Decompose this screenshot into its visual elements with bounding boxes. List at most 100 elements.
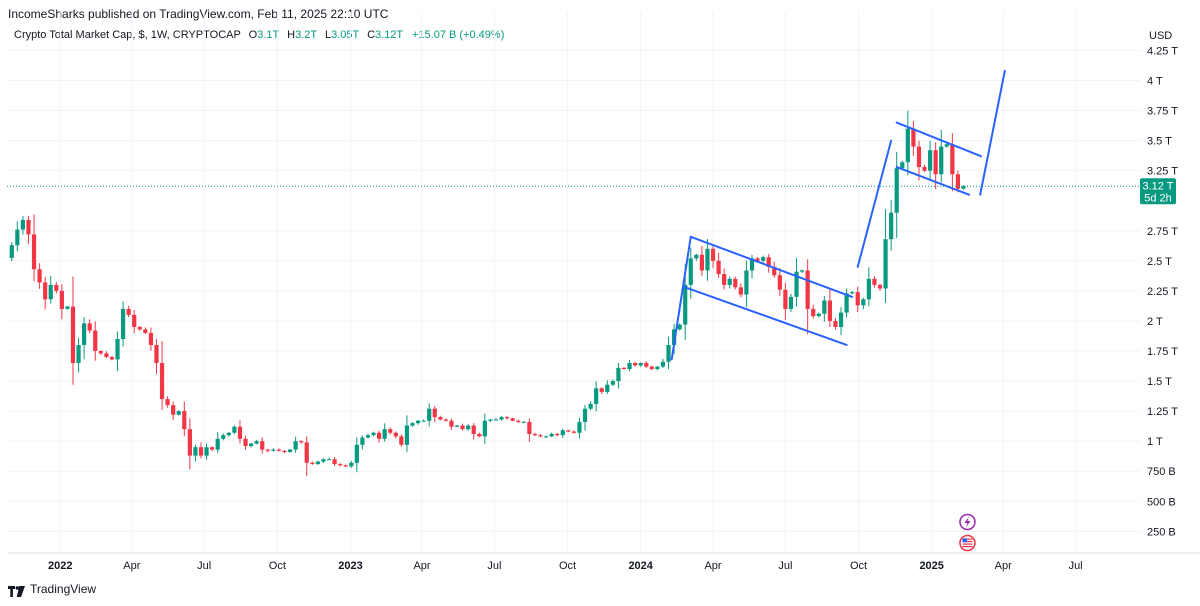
candle-body bbox=[276, 449, 282, 451]
price-tick-label: 3.5 T bbox=[1147, 136, 1172, 148]
candle-body bbox=[688, 258, 693, 285]
lightning-icon[interactable] bbox=[959, 513, 976, 531]
price-tick-label: 3.25 T bbox=[1147, 166, 1178, 178]
candle-body bbox=[37, 269, 42, 283]
last-price-marker: 3.12 T5d 2h bbox=[7, 178, 1176, 205]
candle-body bbox=[466, 425, 471, 430]
candle-body bbox=[916, 146, 922, 168]
candle-body bbox=[493, 419, 499, 421]
candle-body bbox=[671, 329, 677, 345]
candle-body bbox=[449, 420, 454, 427]
candle-body bbox=[159, 363, 165, 400]
candle-body bbox=[677, 324, 682, 330]
candle-body bbox=[833, 320, 838, 327]
candle-body bbox=[571, 431, 576, 433]
chart-grid bbox=[7, 12, 1200, 554]
candle-body bbox=[621, 367, 627, 370]
us-flag-icon[interactable] bbox=[959, 534, 976, 552]
candle-body bbox=[939, 146, 944, 175]
candle-body bbox=[633, 363, 638, 366]
trend-line bbox=[670, 235, 692, 361]
candle-body bbox=[749, 258, 755, 271]
open-label: O bbox=[248, 29, 258, 41]
candle-body bbox=[282, 450, 287, 453]
candle-body bbox=[716, 260, 721, 275]
candle-body bbox=[260, 441, 265, 450]
candle-body bbox=[627, 363, 632, 370]
candle-body bbox=[488, 419, 493, 421]
time-axis: 2022 Apr Jul Oct 2023 Apr Jul Oct 2024 Apr Jul Oct 2… bbox=[48, 560, 1083, 572]
candle-body bbox=[187, 429, 192, 456]
candle-body bbox=[505, 417, 510, 419]
candle-body bbox=[961, 186, 966, 189]
trend-line bbox=[856, 139, 893, 268]
candle-body bbox=[410, 423, 415, 426]
candle-body bbox=[393, 432, 398, 437]
candle-body bbox=[510, 418, 515, 421]
candle-body bbox=[388, 429, 393, 433]
candle-body bbox=[543, 436, 549, 438]
open-value: 3.1T bbox=[257, 29, 280, 41]
candle-body bbox=[332, 459, 337, 465]
candle-body bbox=[850, 292, 855, 294]
candle-body bbox=[710, 248, 716, 261]
candle-body bbox=[866, 278, 871, 300]
candle-body bbox=[794, 271, 799, 297]
candle-body bbox=[555, 433, 560, 436]
candle-body bbox=[109, 357, 115, 360]
candle-body bbox=[638, 363, 643, 366]
currency-label[interactable]: USD bbox=[1149, 30, 1173, 42]
candle-body bbox=[827, 300, 833, 321]
candle-body bbox=[43, 282, 48, 300]
candle-body bbox=[237, 426, 243, 439]
publisher-line: IncomeSharks published on TradingView.co… bbox=[8, 7, 389, 21]
candle-body bbox=[933, 150, 938, 175]
high-label: H bbox=[287, 29, 296, 41]
candle-body bbox=[872, 278, 877, 285]
price-tick-label: 2.75 T bbox=[1147, 226, 1178, 238]
candle-body bbox=[204, 447, 209, 456]
candle-body bbox=[115, 338, 120, 360]
symbol-title[interactable]: Crypto Total Market Cap, $, 1W, CRYPTOCA… bbox=[14, 29, 241, 41]
price-tick-label: 2.5 T bbox=[1147, 256, 1172, 268]
time-tick-label: Oct bbox=[269, 560, 286, 572]
candle-body bbox=[349, 462, 354, 467]
candle-body bbox=[905, 128, 910, 163]
candle-body bbox=[566, 430, 571, 432]
time-tick-label: Apr bbox=[995, 560, 1012, 572]
candle-body bbox=[143, 329, 148, 333]
price-tick-label: 3.75 T bbox=[1147, 106, 1178, 118]
time-tick-label: 2022 bbox=[48, 560, 72, 572]
candle-body bbox=[210, 447, 215, 450]
candle-body bbox=[76, 344, 81, 364]
candle-body bbox=[326, 459, 332, 461]
candle-body bbox=[93, 330, 98, 352]
candle-body bbox=[816, 313, 821, 317]
candle-body bbox=[922, 167, 927, 171]
price-tick-label: 1.25 T bbox=[1147, 406, 1178, 418]
trend-line bbox=[895, 121, 982, 158]
price-tick-label: 2 T bbox=[1147, 316, 1163, 328]
footer-brand[interactable]: TradingView bbox=[8, 582, 96, 597]
candle-body bbox=[877, 284, 883, 289]
tradingview-logo-icon bbox=[8, 584, 25, 597]
candle-body bbox=[87, 323, 92, 331]
time-tick-label: 2025 bbox=[919, 560, 943, 572]
time-tick-label: Jul bbox=[1069, 560, 1083, 572]
close-label: C bbox=[367, 29, 376, 41]
candle-body bbox=[9, 245, 14, 258]
price-tick-label: 4.25 T bbox=[1147, 45, 1178, 57]
candle-body bbox=[98, 351, 103, 354]
candle-body bbox=[120, 308, 126, 339]
symbol-legend: Crypto Total Market Cap, $, 1W, CRYPTOCA… bbox=[14, 29, 504, 41]
price-tick-label: 250 B bbox=[1147, 526, 1176, 538]
candle-body bbox=[354, 444, 359, 463]
candle-body bbox=[176, 411, 181, 415]
candle-body bbox=[738, 287, 743, 295]
price-tick-label: 750 B bbox=[1147, 466, 1176, 478]
price-axis: 4.25 T 4 T 3.75 T 3.5 T 3.25 T 2.75 T 2.5 T 2.2… bbox=[1147, 45, 1178, 538]
candle-body bbox=[293, 441, 298, 450]
candle-body bbox=[371, 432, 376, 436]
candle-body bbox=[955, 174, 961, 189]
